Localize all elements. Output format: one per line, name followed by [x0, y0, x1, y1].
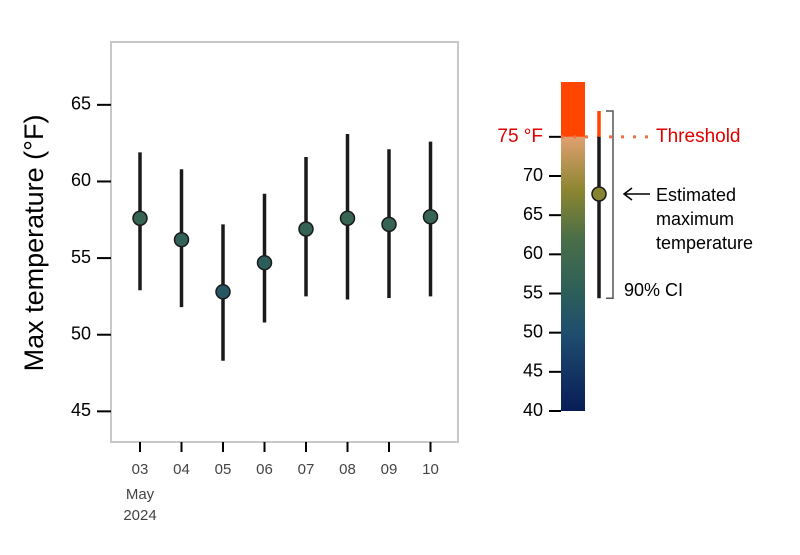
x-tick-label: 03	[132, 461, 149, 478]
x-tick-label: 09	[381, 461, 398, 478]
x-tick-label: 08	[339, 461, 356, 478]
x-tick-label: 05	[215, 461, 232, 478]
point	[339, 210, 356, 226]
ci-bracket	[606, 110, 614, 299]
point	[422, 208, 439, 225]
point	[256, 254, 273, 271]
point	[381, 216, 397, 233]
y-tick-label: 50	[71, 323, 91, 343]
point	[132, 210, 148, 226]
threshold-tick-label: 75 °F	[497, 126, 543, 147]
y-tick-label: 60	[71, 170, 91, 190]
colorbar-tick-label: 70	[523, 165, 543, 185]
x-sublabel: 2024	[123, 507, 156, 524]
threshold-label: Threshold	[656, 126, 741, 147]
colorbar-tick-label: 55	[523, 282, 543, 302]
y-tick-label: 55	[71, 247, 91, 267]
colorbar-tick-label: 50	[523, 321, 543, 341]
x-tick-label: 10	[422, 461, 439, 478]
legend-label-line: maximum	[656, 209, 734, 229]
ci-label: 90% CI	[624, 280, 683, 300]
y-tick-label: 45	[71, 400, 91, 420]
x-tick-label: 07	[298, 461, 315, 478]
colorbar-tick-label: 45	[523, 361, 543, 381]
colorbar-tick-label: 65	[523, 204, 543, 224]
y-tick-label: 65	[71, 94, 91, 114]
y-axis-title: Max temperature (°F)	[19, 115, 49, 372]
point	[215, 284, 231, 300]
legend-label-line: temperature	[656, 233, 753, 253]
legend-label-line: Estimated	[656, 185, 736, 205]
colorbar-tick-label: 60	[523, 243, 543, 263]
colorbar-above	[561, 82, 585, 137]
legend-arrow	[622, 187, 650, 201]
legend-label: Estimated maximum temperature	[656, 185, 753, 253]
point	[173, 231, 190, 248]
plot-frame	[110, 41, 459, 443]
colorbar	[561, 136, 585, 412]
x-sublabel: May	[126, 486, 155, 503]
legend-point	[591, 186, 607, 202]
x-tick-label: 04	[173, 461, 190, 478]
point	[298, 221, 314, 237]
x-tick-label: 06	[256, 461, 273, 478]
colorbar-tick-label: 40	[523, 400, 543, 420]
